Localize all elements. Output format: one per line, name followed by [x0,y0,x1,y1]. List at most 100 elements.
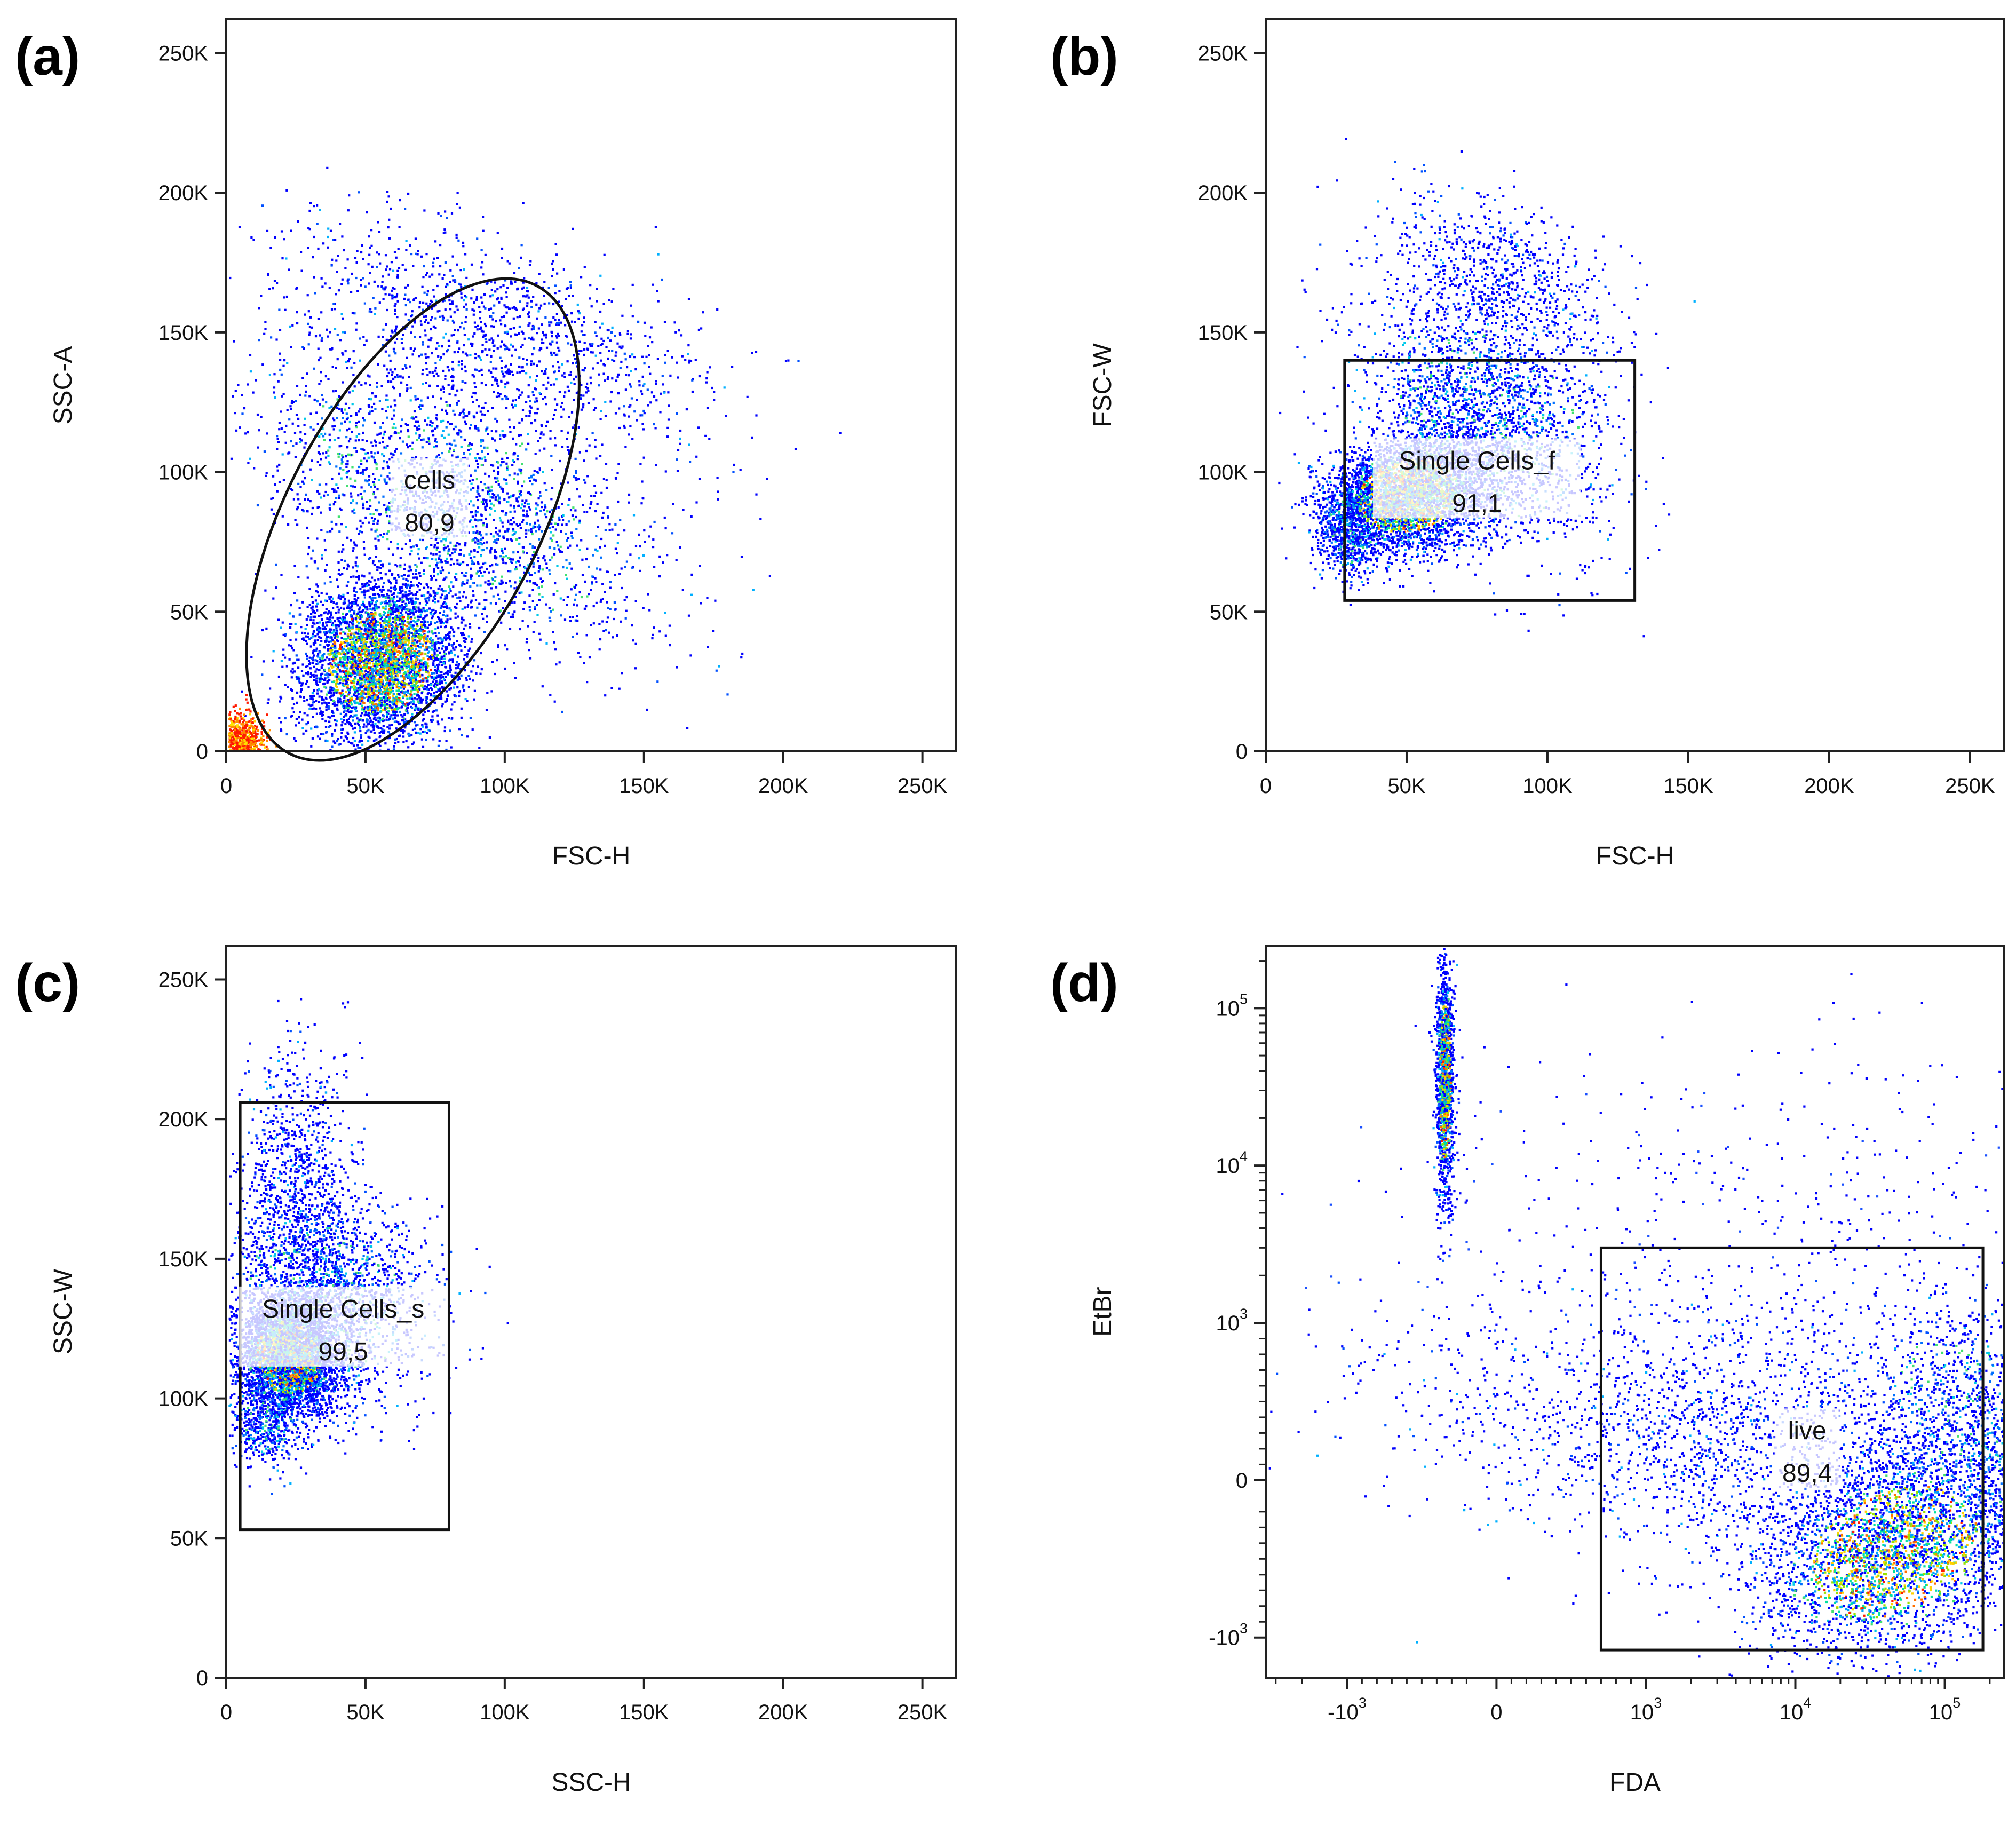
scatter-point [424,711,426,713]
scatter-point [359,730,361,732]
scatter-point [391,724,393,726]
scatter-point [462,684,464,686]
scatter-point [431,645,433,647]
scatter-point [331,735,333,737]
scatter-point [396,600,398,602]
scatter-point [489,736,491,739]
figure: (a)0 50K 100K 150K 200K 250K050K100K150K200K2… [0,0,2016,1825]
scatter-point [397,574,399,576]
scatter-point [455,593,457,596]
scatter-point [306,658,308,660]
scatter-point [422,713,424,716]
scatter-point [339,628,342,630]
scatter-point [327,621,329,623]
scatter-point [372,597,375,599]
scatter-point [329,576,331,578]
scatter-point [473,659,475,661]
scatter-point [321,558,323,560]
scatter-point [329,673,331,676]
scatter-point [320,640,322,642]
scatter-point [284,684,287,686]
scatter-point [414,721,416,723]
scatter-point [451,658,454,661]
scatter-point [433,570,435,573]
scatter-point [340,732,343,734]
scatter-point [331,673,334,676]
scatter-point [355,576,358,578]
scatter-point [464,654,466,656]
scatter-point [352,728,354,730]
scatter-point [342,656,344,658]
scatter-point [375,684,377,686]
scatter-point [401,575,403,577]
scatter-point [421,674,423,676]
scatter-point [353,610,355,613]
scatter-point [403,713,406,716]
scatter-point [387,589,390,591]
scatter-point [336,720,338,722]
scatter-point [343,638,345,640]
scatter-point [341,637,343,639]
scatter-point [334,719,336,721]
scatter-point [316,622,319,624]
scatter-point [400,557,402,559]
scatter-point [419,643,422,645]
scatter-point [280,574,282,576]
scatter-point [309,695,312,697]
scatter-point [383,582,385,584]
scatter-point [395,684,398,686]
scatter-point [313,676,315,678]
scatter-point [406,667,408,669]
scatter-point [316,668,318,670]
scatter-point [354,598,356,600]
scatter-point [414,693,416,695]
scatter-point [296,599,298,601]
scatter-point [281,666,283,668]
scatter-point [463,628,465,630]
scatter-point [506,648,508,650]
scatter-point [340,641,342,643]
scatter-point [308,588,311,590]
scatter-point [325,726,327,728]
scatter-point [375,686,377,688]
scatter-point [328,692,330,694]
scatter-point [353,685,355,687]
scatter-point [360,630,362,632]
scatter-point [340,718,342,720]
scatter-point [484,591,486,593]
scatter-point [337,561,339,564]
scatter-point [357,565,359,567]
scatter-point [409,553,411,555]
scatter-point [436,654,439,656]
scatter-point [433,672,435,674]
scatter-point [450,652,453,654]
scatter-point [454,701,456,703]
scatter-point [466,653,469,655]
scatter-point [348,610,350,612]
scatter-point [384,675,386,677]
scatter-point [336,578,338,581]
scatter-point [316,609,318,612]
scatter-point [365,725,367,727]
scatter-point [479,673,481,675]
scatter-point [439,683,441,685]
scatter-point [293,703,295,705]
scatter-point [428,599,430,601]
scatter-point [361,591,363,593]
scatter-point [312,716,314,718]
scatter-point [415,648,417,650]
scatter-point [345,649,347,652]
scatter-point [305,672,307,674]
scatter-point [327,613,329,615]
scatter-point [279,700,281,702]
scatter-point [466,656,468,658]
scatter-point [394,739,396,741]
scatter-point [472,728,474,731]
scatter-point [316,713,318,715]
scatter-point [284,633,287,636]
scatter-point [346,585,348,587]
scatter-point [435,680,438,683]
scatter-point [364,651,366,653]
scatter-point [354,731,356,733]
scatter-point [303,733,305,735]
